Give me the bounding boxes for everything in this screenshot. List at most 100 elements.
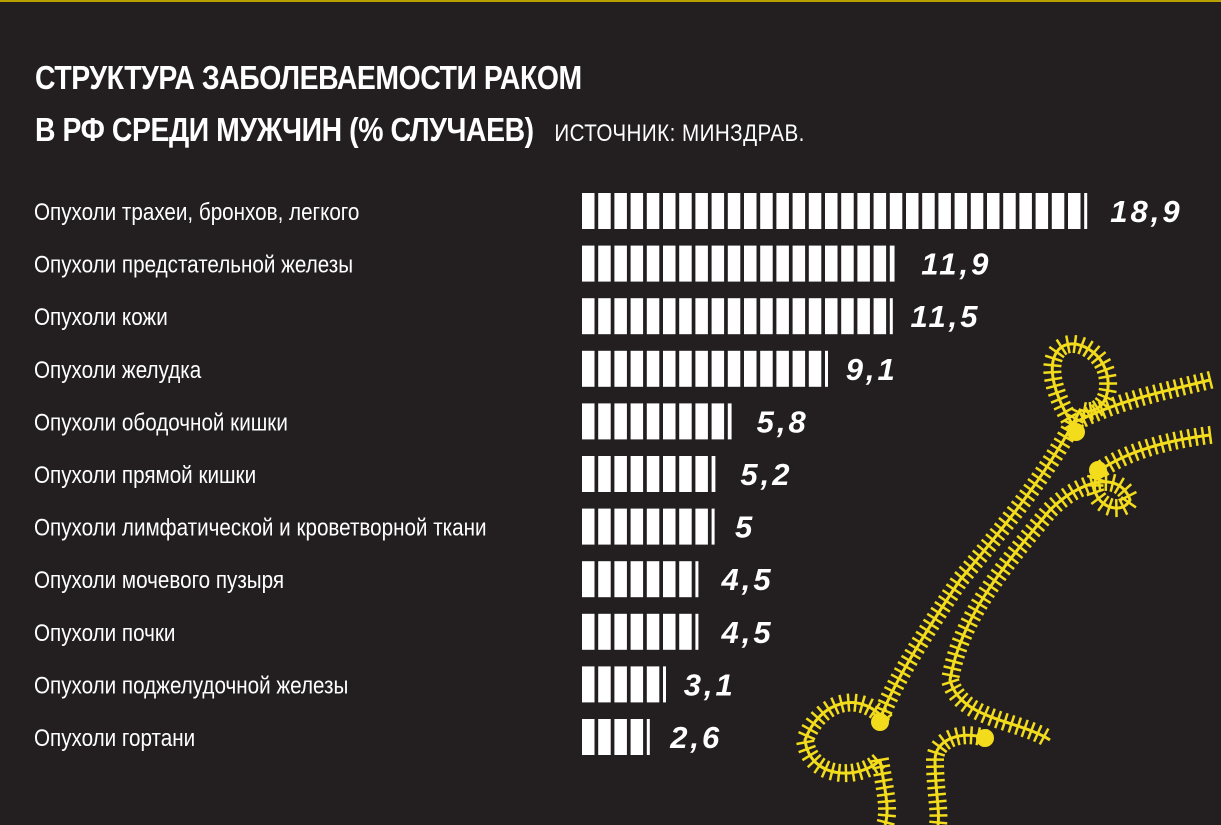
bar-segment (663, 508, 676, 545)
bar-segment (630, 508, 644, 545)
bar-segment (776, 193, 789, 229)
title-line-2-text: В РФ СРЕДИ МУЖЧИН (% СЛУЧАЕВ) (35, 111, 534, 148)
bar-segment (906, 193, 919, 229)
bar-segment (646, 298, 660, 335)
bar-segment (663, 666, 666, 703)
stitch-seam (803, 701, 887, 775)
bar-segment (679, 193, 692, 229)
bar-segment (873, 245, 887, 282)
bar-segment (711, 403, 725, 440)
bar-segment (776, 245, 789, 282)
bar-segment (711, 508, 715, 545)
bar-segment (663, 298, 676, 335)
value-label: 9,1 (846, 352, 898, 387)
bar-segment (744, 193, 757, 229)
bar-segment (873, 193, 887, 229)
bar-segment (582, 298, 595, 335)
title-line-2: В РФ СРЕДИ МУЖЧИН (% СЛУЧАЕВ) ИСТОЧНИК: М… (35, 104, 805, 160)
category-label: Опухоли ободочной кишки (34, 409, 288, 436)
bar-segment (614, 561, 627, 598)
value-label: 4,5 (721, 615, 774, 650)
bar (582, 350, 828, 387)
value-label: 2,6 (669, 720, 722, 755)
bar-segment (630, 561, 644, 598)
bar-segment (922, 193, 935, 229)
stitch-knot (1089, 461, 1107, 479)
bar-segment (663, 456, 676, 492)
value-label: 3,1 (684, 667, 736, 702)
value-label: 5 (735, 510, 755, 545)
bar-segment (776, 350, 789, 387)
bar-segment (841, 298, 854, 335)
bar-segment (646, 561, 660, 598)
bar-segment (1051, 193, 1065, 229)
bar-segment (679, 508, 692, 545)
bar (582, 508, 715, 545)
bar-segment (679, 298, 692, 335)
bar-segment (760, 350, 773, 387)
bar-segment (760, 298, 773, 335)
category-label: Опухоли лимфатической и кроветворной тка… (34, 514, 487, 541)
bar-segment (614, 403, 627, 440)
bar-segment (663, 613, 676, 650)
bar-segment (679, 613, 692, 650)
bar-segment (598, 350, 611, 387)
bar (582, 298, 893, 335)
bar-segment (630, 666, 644, 703)
category-label: Опухоли кожи (34, 304, 168, 331)
bar-segment (630, 350, 644, 387)
bar-segment (598, 561, 611, 598)
bar-segment (630, 456, 644, 492)
bar-segment (598, 508, 611, 545)
bar-segment (776, 298, 789, 335)
bar (582, 403, 732, 440)
bar-segment (727, 245, 741, 282)
bar-segment (727, 350, 741, 387)
bar (582, 613, 699, 650)
title-line-1: СТРУКТУРА ЗАБОЛЕВАЕМОСТИ РАКОМ (35, 59, 582, 96)
bar-segment (727, 298, 741, 335)
value-label: 11,9 (921, 247, 991, 282)
category-label: Опухоли трахеи, бронхов, легкого (34, 199, 359, 226)
value-label: 18,9 (1110, 194, 1182, 229)
bar-segment (614, 719, 627, 755)
bar-segment (679, 245, 692, 282)
bar-segment (598, 456, 611, 492)
bar-segment (695, 508, 708, 545)
bar-segment (630, 245, 644, 282)
category-label: Опухоли прямой кишки (34, 462, 256, 489)
bar-segment (598, 403, 611, 440)
bar-segment (711, 193, 725, 229)
category-label: Опухоли желудка (34, 356, 202, 383)
bar (582, 245, 895, 282)
bar-segment (695, 456, 708, 492)
bar-segment (808, 245, 822, 282)
bar (582, 456, 716, 492)
bar-segment (760, 193, 773, 229)
bar-segment (630, 403, 644, 440)
bar-segment (889, 245, 895, 282)
bar-segment (695, 298, 708, 335)
bar-segment (598, 245, 611, 282)
bar-segment (582, 193, 595, 229)
bar-segment (792, 193, 806, 229)
bar-segment (938, 193, 951, 229)
bar (582, 719, 650, 755)
bar-segment (614, 245, 627, 282)
bar-segment (744, 245, 757, 282)
bar-segment (646, 403, 660, 440)
bar-segment (598, 613, 611, 650)
bar-segment (679, 350, 692, 387)
bar-segment (808, 350, 822, 387)
bar-segment (792, 350, 806, 387)
bar-segment (711, 245, 725, 282)
bar-segment (695, 613, 699, 650)
bar-segment (646, 666, 660, 703)
category-label: Опухоли мочевого пузыря (34, 567, 284, 594)
bar-segment (825, 193, 838, 229)
bar-segment (582, 719, 595, 755)
bar-segment (582, 508, 595, 545)
bar-segment (727, 193, 741, 229)
